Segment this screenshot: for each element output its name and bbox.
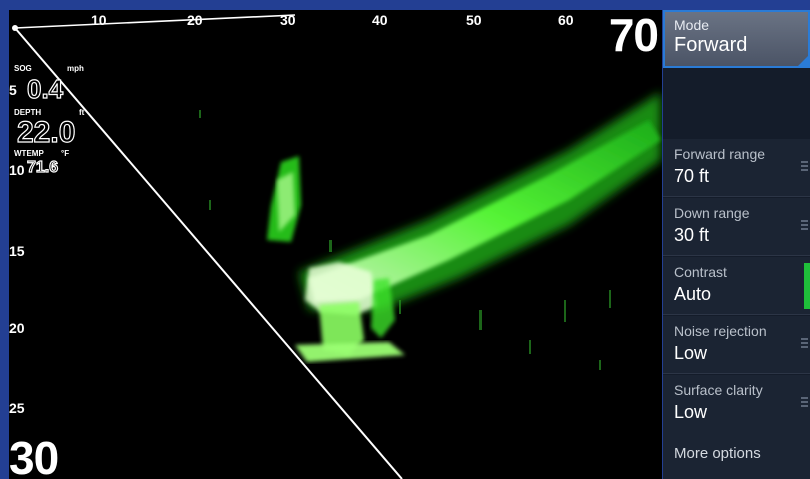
sog-value: 0.4 [26, 73, 64, 104]
mode-value: Forward [674, 34, 748, 56]
depth-label-25: 25 [9, 400, 25, 416]
down-range-label: Down range [674, 205, 750, 221]
contrast-label: Contrast [674, 264, 727, 280]
slider-grip-icon [801, 397, 808, 409]
surface-clarity-menu-item[interactable]: Surface clarity Low [663, 375, 810, 433]
surface-clarity-value: Low [674, 402, 708, 422]
forward-range-label: Forward range [674, 146, 766, 162]
depth-label-20: 20 [9, 320, 25, 336]
surface-clarity-label: Surface clarity [674, 382, 763, 398]
sonar-menu: Mode Forward Forward range 70 ft Down ra… [663, 10, 810, 479]
mode-label: Mode [674, 17, 710, 33]
depth-readout-value: 22.0 [16, 115, 76, 149]
contrast-value: Auto [674, 284, 712, 304]
range-label-40: 40 [372, 12, 388, 28]
beam-top-edge [14, 14, 296, 29]
range-label-20: 20 [187, 12, 203, 28]
forward-range-value: 70 ft [674, 166, 710, 186]
water-temp-label: WTEMP [14, 149, 44, 158]
depth-readout-unit: ft [79, 108, 85, 117]
more-options-button[interactable]: More options [663, 428, 810, 479]
range-label-60: 60 [558, 12, 574, 28]
beam-bottom-edge [14, 27, 403, 479]
down-range-value: 30 ft [674, 225, 710, 245]
depth-readout-label: DEPTH [14, 108, 42, 117]
slider-grip-icon [801, 338, 808, 350]
transducer-origin [12, 25, 18, 31]
noise-rejection-label: Noise rejection [674, 323, 767, 339]
slider-grip-icon [801, 161, 808, 173]
submenu-corner-icon [796, 54, 810, 68]
depth-label-15: 15 [9, 243, 25, 259]
contrast-menu-item[interactable]: Contrast Auto [663, 257, 810, 315]
forward-range-max: 70 [608, 10, 659, 61]
depth-label-5: 5 [9, 82, 17, 98]
forward-range-menu-item[interactable]: Forward range 70 ft [663, 139, 810, 197]
water-temp-value: 71.6 [26, 158, 59, 176]
down-range-menu-item[interactable]: Down range 30 ft [663, 198, 810, 256]
down-range-max: 30 [9, 432, 59, 479]
noise-rejection-menu-item[interactable]: Noise rejection Low [663, 316, 810, 374]
sonar-view[interactable]: 10 20 30 40 50 60 70 5 10 15 20 25 30 SO… [9, 10, 662, 479]
sonar-echo-graphic [12, 14, 661, 479]
slider-grip-icon [801, 220, 808, 232]
mode-menu-item[interactable]: Mode Forward [663, 10, 810, 68]
menu-spacer [663, 68, 810, 139]
range-label-10: 10 [91, 12, 107, 28]
more-options-label: More options [674, 445, 761, 462]
sog-label: SOG [14, 64, 32, 73]
range-label-30: 30 [280, 12, 296, 28]
sog-unit: mph [67, 64, 84, 73]
contrast-active-indicator [804, 263, 810, 309]
depth-label-10: 10 [9, 162, 25, 178]
water-temp-unit: °F [61, 149, 70, 158]
noise-rejection-value: Low [674, 343, 708, 363]
range-label-50: 50 [466, 12, 482, 28]
fish-echo [267, 156, 301, 242]
bottom-echo [295, 92, 661, 362]
